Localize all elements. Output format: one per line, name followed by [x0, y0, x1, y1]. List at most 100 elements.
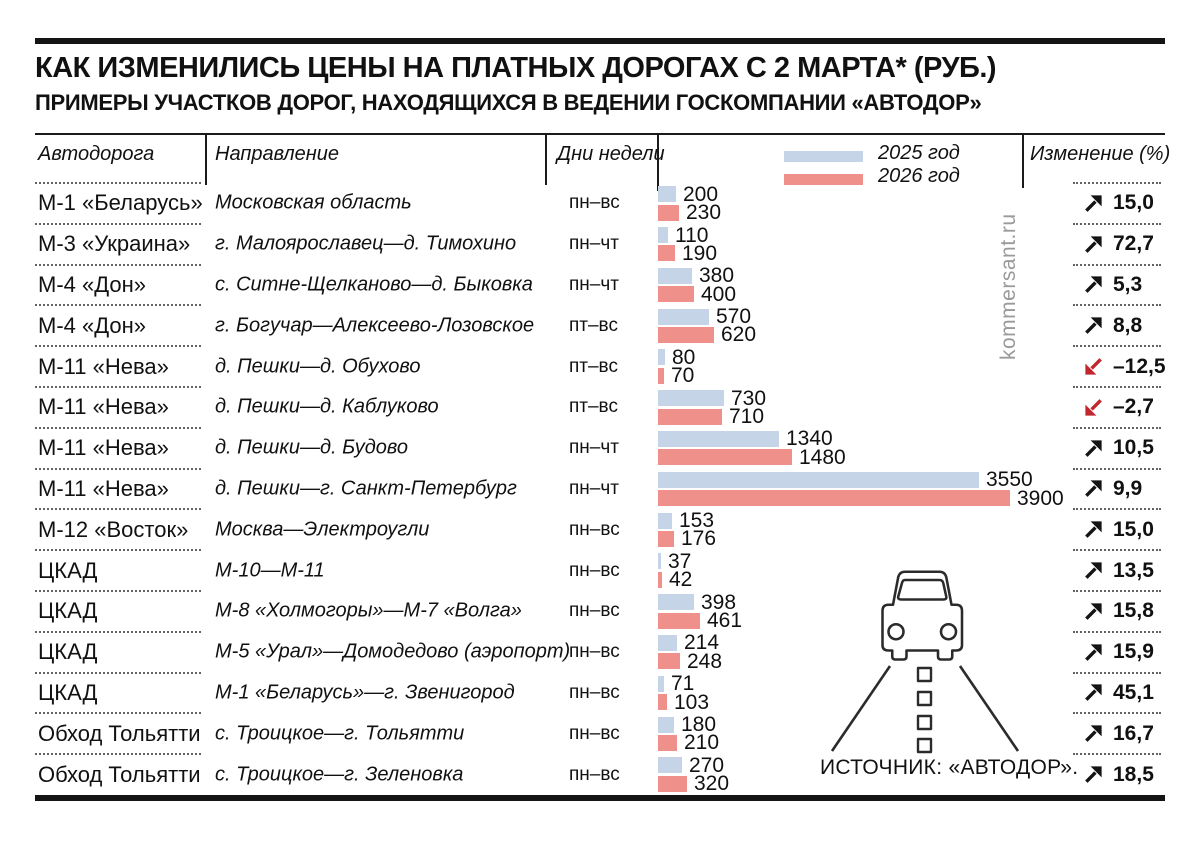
- days-of-week: пт–вс: [569, 396, 618, 418]
- bar-value-2026: 1480: [799, 445, 846, 469]
- bar-line-2026: 176: [658, 528, 716, 549]
- column-divider: [1022, 135, 1024, 188]
- table-row: ЦКАД М-8 «Холмогоры»—М-7 «Волга» пн–вс 3…: [35, 589, 1165, 633]
- row-separator: [35, 753, 201, 756]
- trend-down-icon: [1085, 399, 1102, 416]
- change-value: 15,0: [1113, 191, 1154, 215]
- bar-2025: [658, 675, 664, 692]
- direction: с. Ситне-Щелканово—д. Быковка: [215, 273, 533, 296]
- trend-up-icon: [1085, 521, 1102, 539]
- bar-2025: [658, 757, 682, 774]
- direction: г. Богучар—Алексеево-Лозовское: [215, 314, 535, 337]
- bar-2025: [658, 716, 674, 733]
- bar-value-2026: 190: [682, 241, 718, 265]
- row-separator: [1073, 263, 1161, 266]
- bar-line-2025: 570: [658, 306, 756, 327]
- bar-line-2026: 1480: [658, 445, 846, 469]
- bar-line-2025: 398: [658, 590, 742, 614]
- direction: г. Малоярославец—д. Тимохино: [215, 232, 517, 255]
- bar-value-2025: 380: [699, 264, 735, 288]
- bar-group: 1340 1480: [658, 428, 846, 469]
- road-dash: [916, 737, 933, 754]
- road-name: М-4 «Дон»: [38, 312, 147, 338]
- row-separator: [35, 467, 201, 470]
- change-cell: 18,5: [1083, 763, 1154, 787]
- change-cell: –2,7: [1083, 395, 1154, 419]
- bar-value-2025: 398: [701, 590, 737, 614]
- change-cell: –12,5: [1083, 355, 1166, 379]
- road-name: М-1 «Беларусь»: [38, 190, 203, 216]
- days-of-week: пн–чт: [569, 233, 619, 255]
- bar-line-2025: 80: [658, 347, 695, 368]
- column-header-direction: Направление: [215, 143, 340, 165]
- bar-value-2026: 103: [674, 690, 710, 714]
- trend-up-icon: [1085, 644, 1102, 661]
- days-of-week: пн–вс: [569, 600, 620, 622]
- bar-line-2025: 153: [658, 510, 716, 531]
- change-cell: 15,0: [1083, 191, 1154, 215]
- bar-value-2026: 42: [669, 568, 693, 592]
- page-title: КАК ИЗМЕНИЛИСЬ ЦЕНЫ НА ПЛАТНЫХ ДОРОГАХ С…: [35, 52, 997, 84]
- road-name: М-3 «Украина»: [38, 231, 191, 257]
- bar-value-2025: 270: [689, 753, 725, 777]
- change-value: 45,1: [1113, 680, 1154, 704]
- road-dash: [916, 714, 933, 731]
- direction: д. Пешки—д. Каблуково: [215, 395, 439, 418]
- row-separator: [35, 345, 201, 348]
- bar-line-2026: 320: [658, 772, 730, 796]
- road-name: М-4 «Дон»: [38, 271, 147, 297]
- bar-value-2025: 71: [671, 672, 695, 696]
- table-row: Обход Тольятти с. Троицкое—г. Тольятти п…: [35, 712, 1165, 754]
- change-cell: 13,5: [1083, 559, 1154, 583]
- road-edge-right: [958, 665, 1020, 752]
- days-of-week: пн–вс: [569, 722, 620, 744]
- change-value: –12,5: [1113, 354, 1166, 378]
- bar-2025: [658, 430, 779, 447]
- change-value: 10,5: [1113, 436, 1154, 460]
- bar-line-2025: 1340: [658, 428, 846, 449]
- bar-value-2026: 70: [671, 364, 695, 388]
- trend-up-icon: [1085, 603, 1102, 620]
- bar-line-2025: 37: [658, 551, 692, 572]
- bar-value-2026: 461: [707, 609, 743, 633]
- bar-2025: [658, 390, 724, 407]
- legend-label-2025: 2025 год: [878, 142, 960, 164]
- table-row: М-4 «Дон» с. Ситне-Щелканово—д. Быковка …: [35, 263, 1165, 306]
- change-value: 13,5: [1113, 558, 1154, 582]
- bar-group: 153 176: [658, 510, 716, 549]
- bar-line-2026: 248: [658, 651, 722, 672]
- bottom-rule: [35, 795, 1165, 801]
- bar-2025: [658, 349, 665, 366]
- table-row: ЦКАД М-1 «Беларусь»—г. Звенигород пн–вс …: [35, 671, 1165, 714]
- table-row: М-11 «Нева» д. Пешки—д. Будово пн–чт 134…: [35, 426, 1165, 469]
- row-separator: [1073, 304, 1161, 307]
- change-cell: 9,9: [1083, 477, 1142, 501]
- trend-up-icon: [1085, 562, 1102, 579]
- column-header-days: Дни недели: [557, 143, 665, 165]
- trend-down-icon: [1085, 358, 1102, 375]
- change-cell: 16,7: [1083, 722, 1154, 746]
- table-row: ЦКАД М-5 «Урал»—Домодедово (аэропорт) пн…: [35, 630, 1165, 673]
- car-headlight-right: [939, 622, 958, 641]
- bar-group: 570 620: [658, 306, 756, 345]
- change-cell: 10,5: [1083, 436, 1154, 460]
- bar-2026: [658, 490, 1010, 507]
- change-cell: 5,3: [1083, 273, 1142, 297]
- trend-up-icon: [1085, 317, 1102, 335]
- change-value: 72,7: [1113, 232, 1154, 256]
- bar-2026: [658, 204, 679, 221]
- row-separator: [35, 671, 201, 674]
- bar-value-2026: 320: [694, 772, 730, 796]
- bar-group: 110 190: [658, 225, 718, 265]
- direction: Московская область: [215, 191, 412, 214]
- change-cell: 45,1: [1083, 681, 1154, 705]
- bar-group: 200 230: [658, 182, 721, 223]
- bar-value-2025: 200: [683, 182, 719, 206]
- car-on-road-icon: [830, 570, 1020, 754]
- bar-line-2026: 3900: [658, 488, 1064, 509]
- bar-line-2026: 620: [658, 324, 756, 345]
- change-value: 16,7: [1113, 721, 1154, 745]
- days-of-week: пн–чт: [569, 437, 619, 459]
- road-edge-left: [830, 665, 892, 752]
- bar-2025: [658, 186, 676, 203]
